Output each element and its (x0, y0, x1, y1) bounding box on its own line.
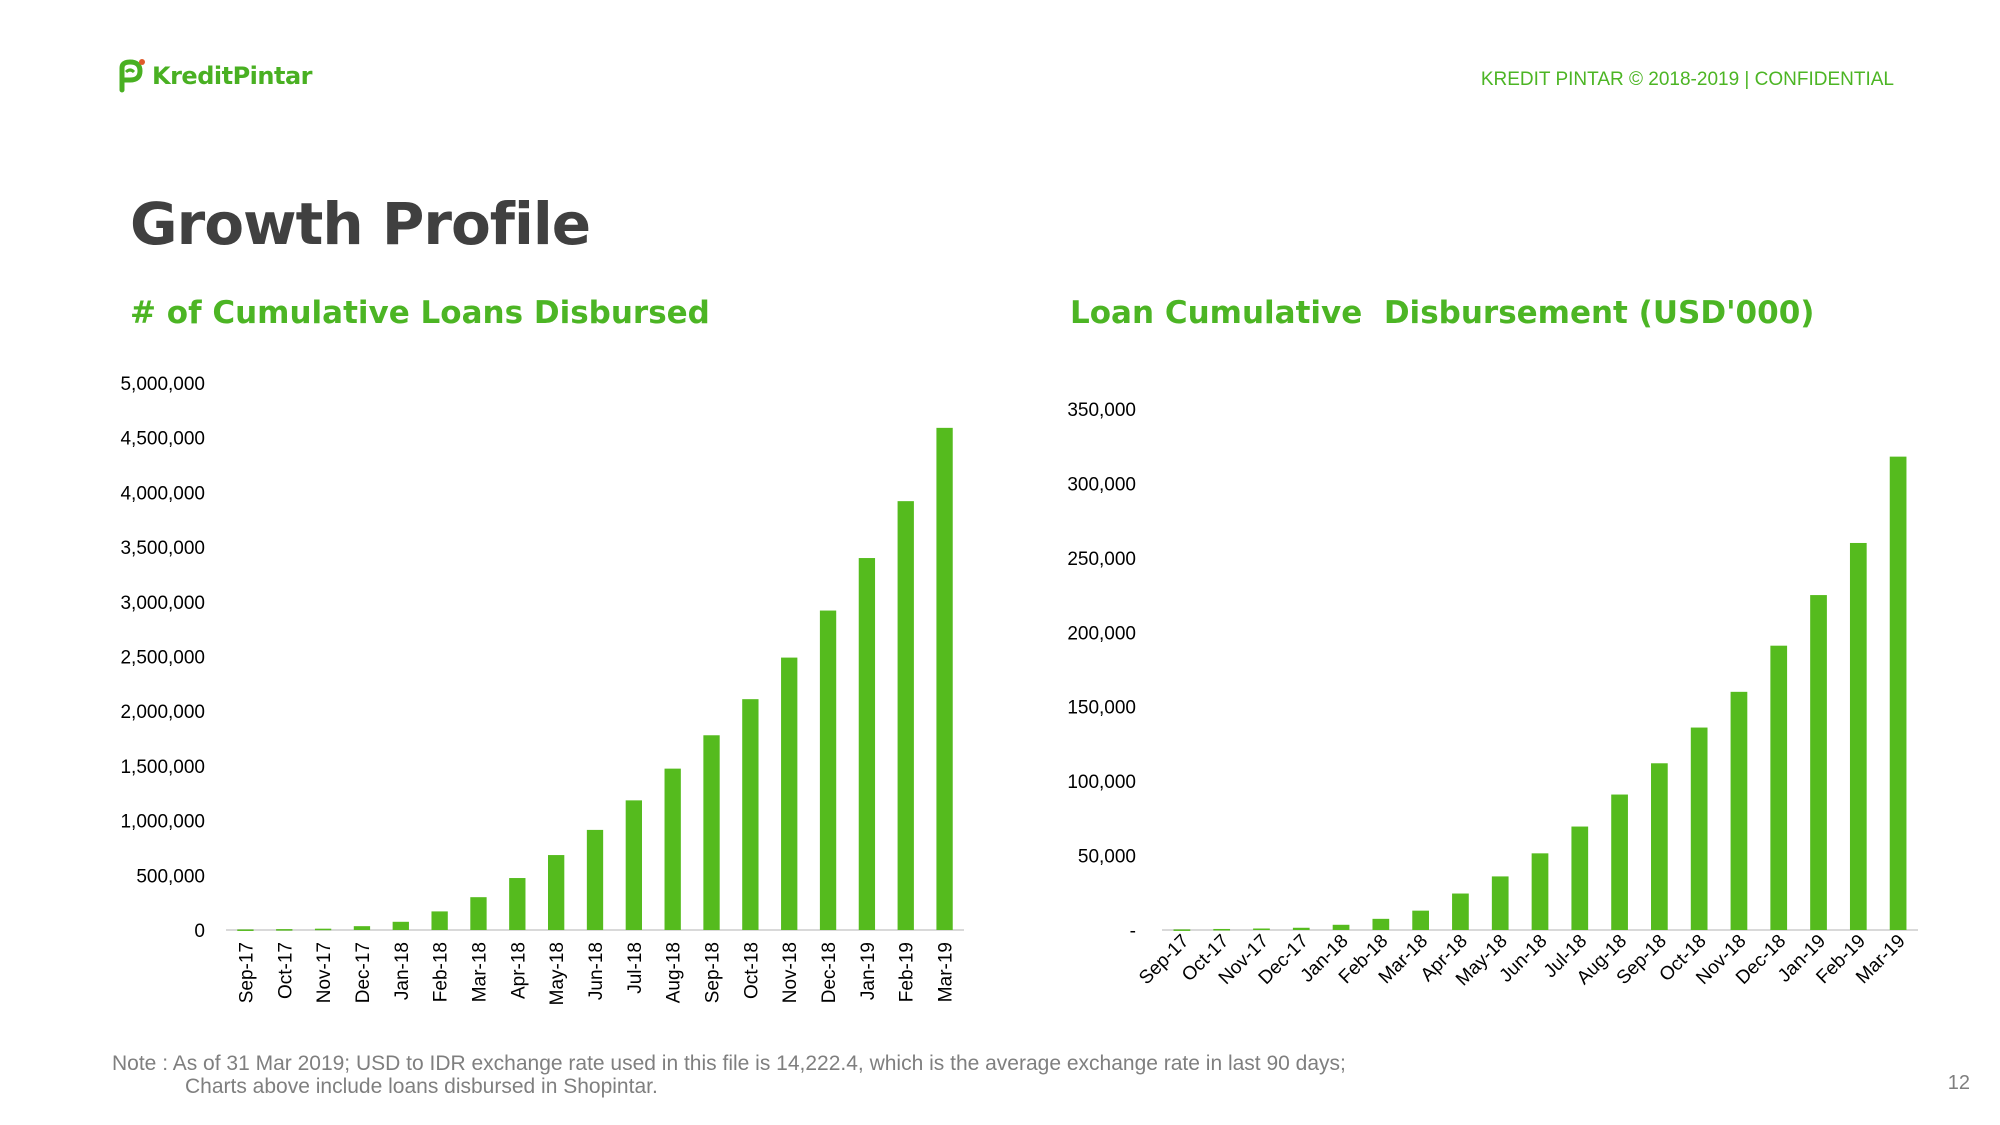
bar-jul-18 (1571, 826, 1589, 930)
kreditpintar-logo: KreditPintar (112, 58, 313, 94)
x-tick-label: Oct-18 (741, 942, 762, 999)
y-tick-label: 350,000 (1067, 400, 1136, 421)
y-tick-label: 2,500,000 (120, 648, 205, 669)
bar-dec-17 (1292, 927, 1310, 930)
bar-feb-19 (897, 501, 914, 930)
footnote-line-1: Note : As of 31 Mar 2019; USD to IDR exc… (112, 1052, 1346, 1075)
y-tick-label: 100,000 (1067, 772, 1136, 793)
bar-nov-17 (1253, 928, 1270, 931)
y-tick-label: 5,000,000 (120, 374, 205, 395)
bar-jan-18 (392, 921, 409, 930)
bar-mar-18 (470, 897, 487, 930)
bar-oct-18 (742, 699, 759, 930)
x-tick-label: Sep-17 (236, 942, 257, 1003)
chart-cumulative-loans: 0 500,000 1,000,000 1,500,000 2,000,000 2,500… (120, 374, 964, 1005)
x-tick-label: Aug-18 (664, 942, 685, 1003)
logo-text: KreditPintar (152, 62, 313, 90)
bar-oct-18 (1690, 727, 1708, 930)
bar-mar-19 (1889, 456, 1907, 930)
y-tick-label: 500,000 (136, 866, 205, 887)
y-tick-label: 3,500,000 (120, 538, 205, 559)
y-tick-label: 2,000,000 (120, 702, 205, 723)
x-tick-label: Nov-18 (780, 942, 801, 1003)
x-tick-label: Jan-18 (392, 942, 413, 1000)
footnote: Note : As of 31 Mar 2019; USD to IDR exc… (112, 1052, 1346, 1098)
page-number: 12 (1947, 1072, 1970, 1094)
y-tick-label: 4,500,000 (120, 429, 205, 450)
y-tick-label: 250,000 (1067, 549, 1136, 570)
x-tick-label: Jan-19 (858, 942, 879, 1000)
x-tick-label: Mar-19 (936, 942, 957, 1002)
bar-apr-18 (1452, 893, 1469, 930)
x-tick-label: Oct-17 (275, 942, 296, 999)
bar-feb-19 (1849, 542, 1867, 930)
bar-aug-18 (664, 768, 681, 930)
footnote-line-2: Charts above include loans disbursed in … (185, 1075, 658, 1098)
x-tick-label: Mar-18 (469, 942, 490, 1002)
x-tick-label: Feb-18 (431, 942, 452, 1002)
bar-jan-19 (1810, 595, 1827, 930)
bar-apr-18 (509, 878, 526, 930)
bar-nov-18 (781, 657, 798, 930)
y-tick-label: 50,000 (1078, 847, 1136, 868)
bar-dec-18 (819, 610, 837, 930)
bar-dec-18 (1770, 645, 1788, 930)
y-tick-label: 200,000 (1067, 623, 1136, 644)
x-tick-label: Dec-18 (819, 942, 840, 1003)
bar-sep-17 (237, 929, 254, 931)
bar-nov-18 (1730, 691, 1748, 930)
x-tick-label: May-18 (547, 942, 568, 1005)
chart-title-cumulative-disbursement: Loan Cumulative Disbursement (USD'000) (1070, 295, 1815, 331)
y-tick-label: 150,000 (1067, 698, 1136, 719)
bar-oct-17 (276, 929, 293, 931)
bar-may-18 (548, 855, 565, 930)
bar-jul-18 (625, 800, 642, 930)
bar-aug-18 (1611, 794, 1628, 930)
bar-feb-18 (1372, 918, 1390, 930)
bar-sep-18 (703, 735, 720, 930)
x-tick-label: Apr-18 (508, 942, 529, 999)
bar-oct-17 (1213, 928, 1231, 931)
confidential-label: KREDIT PINTAR © 2018-2019 | CONFIDENTIAL (1480, 69, 1894, 90)
y-tick-label: 1,000,000 (120, 812, 205, 833)
x-tick-label: Jul-18 (625, 942, 646, 994)
bar-sep-18 (1651, 763, 1668, 930)
x-tick-label: Dec-17 (353, 942, 374, 1003)
bar-dec-17 (353, 926, 371, 930)
x-tick-label: Feb-19 (897, 942, 918, 1002)
bar-jan-18 (1332, 924, 1350, 930)
y-tick-label: - (1130, 921, 1136, 942)
bar-nov-17 (314, 928, 332, 931)
y-tick-label: 3,000,000 (120, 593, 205, 614)
bar-may-18 (1491, 876, 1509, 930)
bar-mar-18 (1412, 910, 1429, 930)
y-tick-label: 1,500,000 (120, 757, 205, 778)
bar-jun-18 (1531, 853, 1549, 930)
kreditpintar-logo-icon (119, 59, 145, 93)
x-tick-label: Sep-17 (1135, 931, 1193, 989)
x-tick-label: Nov-17 (314, 942, 335, 1003)
y-tick-label: 4,000,000 (120, 483, 205, 504)
bar-jun-18 (586, 829, 604, 930)
chart-cumulative-disbursement: - 50,000 100,000 150,000 200,000 250,000 300,0… (1067, 400, 1918, 990)
page-title: Growth Profile (130, 190, 591, 258)
bar-mar-19 (936, 427, 953, 930)
y-tick-label: 300,000 (1067, 474, 1136, 495)
bar-feb-18 (431, 911, 448, 930)
chart-title-cumulative-loans: # of Cumulative Loans Disbursed (130, 295, 710, 331)
x-tick-label: Jun-18 (586, 942, 607, 1000)
bar-sep-17 (1173, 929, 1191, 931)
y-tick-label: 0 (194, 921, 205, 942)
bar-jan-19 (858, 558, 876, 930)
x-tick-label: Sep-18 (703, 942, 724, 1003)
